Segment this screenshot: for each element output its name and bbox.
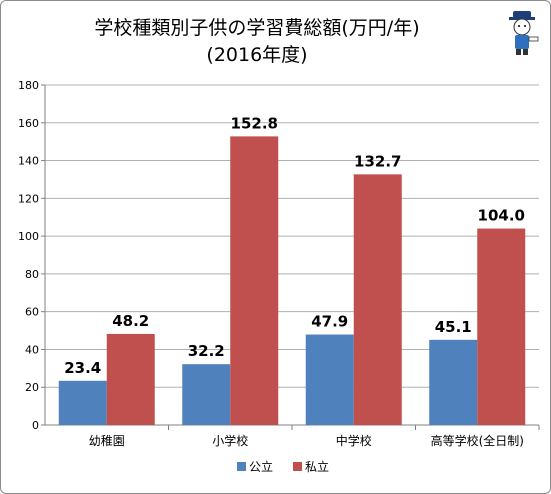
legend-swatch <box>293 462 302 471</box>
legend: 公立 私立 <box>237 459 329 474</box>
x-category-label: 小学校 <box>212 433 248 448</box>
y-tick-label: 60 <box>25 306 39 319</box>
y-tick-label: 180 <box>18 79 39 92</box>
y-tick-label: 0 <box>32 419 39 432</box>
legend-label: 公立 <box>249 459 273 474</box>
x-category-label: 高等学校(全日制) <box>431 433 524 448</box>
data-label: 152.8 <box>231 114 278 132</box>
bar-public <box>58 380 107 425</box>
legend-swatch <box>237 462 246 471</box>
bar-private <box>477 228 526 425</box>
data-label: 32.2 <box>188 342 225 360</box>
y-tick-label: 100 <box>18 230 39 243</box>
axes: 0 20 40 60 80 100 120 140 160 180 幼稚園 小学校 中学校 高等学校(全日… <box>18 79 540 448</box>
data-label: 48.2 <box>112 312 149 330</box>
chart-subtitle: (2016年度) <box>206 44 307 66</box>
bar-public <box>182 364 231 425</box>
data-label: 132.7 <box>354 152 401 170</box>
bar-public <box>429 339 478 425</box>
y-tick-label: 80 <box>25 268 39 281</box>
data-label: 47.9 <box>311 313 348 331</box>
data-label: 45.1 <box>435 318 472 336</box>
y-tick-label: 160 <box>18 117 39 130</box>
data-label: 23.4 <box>64 359 101 377</box>
y-tick-label: 20 <box>25 381 39 394</box>
y-tick-label: 40 <box>25 343 39 356</box>
chart-title: 学校種類別子供の学習費総額(万円/年) <box>94 17 419 39</box>
data-label: 104.0 <box>478 207 525 225</box>
bar-private <box>353 174 402 425</box>
bar-private <box>230 136 279 425</box>
bars <box>58 136 526 425</box>
y-tick-label: 140 <box>18 155 39 168</box>
bar-private <box>106 333 155 425</box>
cat-with-hat-icon <box>509 11 539 55</box>
x-category-label: 幼稚園 <box>89 434 125 448</box>
data-labels: 23.4 48.2 32.2 152.8 47.9 132.7 45.1 104.0 <box>64 114 525 376</box>
x-category-label: 中学校 <box>336 433 372 448</box>
legend-label: 私立 <box>305 459 329 474</box>
bar-public <box>305 334 354 425</box>
y-tick-label: 120 <box>18 192 39 205</box>
